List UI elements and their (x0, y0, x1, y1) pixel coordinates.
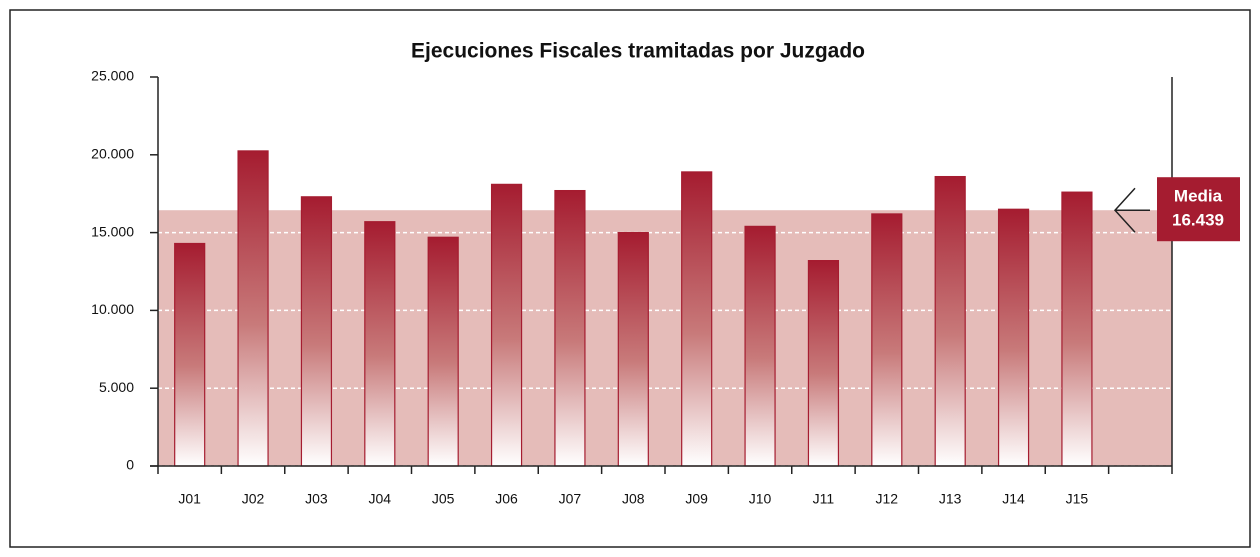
bar (554, 189, 586, 467)
bar (427, 236, 459, 467)
bar (807, 260, 840, 467)
bar (237, 150, 269, 467)
x-tick-label: J02 (242, 491, 265, 507)
bar (300, 196, 333, 467)
x-tick-label: J04 (369, 491, 392, 507)
bar (364, 221, 396, 467)
x-tick-label: J15 (1066, 491, 1089, 507)
x-tick-label: J01 (178, 491, 201, 507)
y-tick-label: 25.000 (91, 68, 134, 84)
mean-value: 16.439 (1172, 211, 1224, 230)
mean-arrow (1113, 187, 1150, 233)
bar (744, 225, 776, 467)
y-tick-label: 5.000 (99, 379, 134, 395)
x-tick-label: J03 (305, 491, 328, 507)
x-tick-label: J06 (495, 491, 518, 507)
mean-label: Media (1174, 187, 1223, 206)
x-tick-label: J05 (432, 491, 455, 507)
x-tick-label: J14 (1002, 491, 1025, 507)
chart-title: Ejecuciones Fiscales tramitadas por Juzg… (411, 40, 865, 63)
x-tick-label: J09 (685, 491, 708, 507)
bar (617, 232, 649, 467)
x-tick-label: J12 (876, 491, 899, 507)
bar (490, 183, 523, 467)
y-tick-label: 0 (126, 457, 134, 473)
x-tick-label: J13 (939, 491, 962, 507)
mean-box (1157, 177, 1240, 242)
bar (1061, 191, 1093, 467)
bar (174, 242, 206, 467)
bar (681, 171, 713, 467)
x-tick-label: J08 (622, 491, 645, 507)
x-tick-label: J07 (559, 491, 582, 507)
y-tick-label: 20.000 (91, 146, 134, 162)
x-tick-label: J11 (813, 491, 835, 507)
bar (997, 208, 1030, 467)
bar (934, 175, 966, 467)
y-tick-label: 15.000 (91, 223, 134, 239)
bar (871, 213, 903, 467)
x-tick-label: J10 (749, 491, 772, 507)
y-tick-label: 10.000 (91, 301, 134, 317)
